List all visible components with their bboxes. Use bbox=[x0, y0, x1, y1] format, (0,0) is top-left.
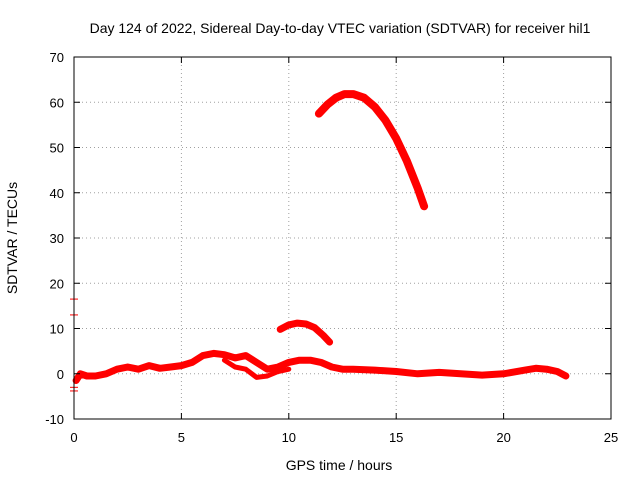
data-point bbox=[555, 369, 560, 374]
data-point bbox=[265, 367, 270, 372]
data-point bbox=[211, 351, 216, 356]
data-point bbox=[333, 95, 339, 100]
data-point bbox=[297, 358, 302, 363]
data-point bbox=[340, 367, 345, 372]
data-point bbox=[415, 371, 420, 376]
data-point bbox=[316, 111, 322, 116]
data-point bbox=[73, 378, 79, 383]
data-point bbox=[168, 364, 173, 370]
data-point bbox=[372, 104, 377, 110]
data-point bbox=[533, 366, 538, 371]
x-axis-title: GPS time / hours bbox=[286, 457, 393, 473]
data-point bbox=[243, 353, 248, 358]
data-point bbox=[275, 369, 281, 374]
y-tick-label: 60 bbox=[50, 95, 64, 110]
data-point bbox=[479, 372, 485, 378]
data-point bbox=[78, 371, 83, 376]
data-point bbox=[189, 360, 195, 365]
y-tick-label: 40 bbox=[50, 186, 64, 201]
y-tick-label: 70 bbox=[50, 50, 64, 65]
data-point bbox=[501, 371, 506, 376]
data-point bbox=[325, 102, 330, 107]
data-point bbox=[383, 118, 388, 123]
data-point bbox=[254, 360, 259, 365]
data-point bbox=[278, 327, 283, 332]
x-tick-label: 20 bbox=[496, 430, 510, 445]
y-tick-label: 20 bbox=[50, 276, 64, 291]
data-point bbox=[522, 367, 528, 373]
data-point bbox=[222, 358, 227, 363]
data-point bbox=[308, 358, 313, 363]
y-tick-label: -10 bbox=[45, 412, 64, 427]
data-point bbox=[303, 321, 309, 327]
data-point bbox=[563, 373, 569, 379]
data-point bbox=[415, 186, 420, 191]
data-point bbox=[286, 322, 291, 328]
grid bbox=[74, 57, 611, 419]
data-point bbox=[104, 371, 109, 376]
data-point bbox=[254, 375, 259, 380]
y-axis-title: SDTVAR / TECUs bbox=[4, 182, 20, 294]
series-low-band bbox=[72, 349, 570, 384]
data-point bbox=[458, 371, 463, 376]
data-point bbox=[295, 320, 300, 326]
data-point bbox=[351, 367, 356, 372]
data-point bbox=[351, 91, 356, 97]
data-point bbox=[125, 364, 130, 370]
data-point bbox=[361, 95, 367, 100]
data-point bbox=[114, 367, 120, 372]
data-point bbox=[318, 360, 324, 365]
y-tick-label: 50 bbox=[50, 141, 64, 156]
data-point bbox=[327, 339, 332, 345]
x-tick-label: 25 bbox=[604, 430, 618, 445]
y-tick-label: 30 bbox=[50, 231, 64, 246]
series-arc-12h bbox=[314, 90, 429, 211]
data-point bbox=[232, 355, 238, 361]
y-tick-label: 10 bbox=[50, 322, 64, 337]
data-point bbox=[321, 333, 326, 338]
data-point bbox=[312, 325, 317, 330]
data-point bbox=[147, 363, 152, 368]
data-point bbox=[544, 367, 549, 372]
data-point bbox=[136, 367, 141, 372]
y-tick-label: 0 bbox=[57, 367, 64, 382]
data-point bbox=[275, 364, 281, 370]
data-point bbox=[404, 158, 410, 164]
data-point bbox=[286, 367, 291, 372]
data-point bbox=[286, 360, 291, 365]
data-point bbox=[437, 370, 442, 375]
data-point bbox=[421, 204, 427, 209]
data-point bbox=[179, 363, 184, 368]
data-point bbox=[265, 373, 270, 379]
x-tick-label: 5 bbox=[178, 430, 185, 445]
chart-title: Day 124 of 2022, Sidereal Day-to-day VTE… bbox=[90, 20, 591, 36]
x-tick-label: 10 bbox=[282, 430, 296, 445]
data-point bbox=[372, 367, 377, 373]
data-point bbox=[342, 91, 347, 97]
data-point bbox=[84, 373, 90, 379]
data-point bbox=[200, 353, 206, 358]
x-tick-label: 0 bbox=[70, 430, 77, 445]
data-point bbox=[394, 369, 399, 374]
x-tick-label: 15 bbox=[389, 430, 403, 445]
data-point bbox=[222, 352, 227, 357]
data-point bbox=[243, 367, 248, 372]
data-point bbox=[93, 373, 98, 379]
data-point bbox=[329, 364, 334, 370]
data-layer bbox=[70, 90, 570, 394]
data-point bbox=[394, 136, 399, 141]
data-point bbox=[157, 366, 163, 371]
axis-ticks: 0 5 10 15 20 25 -10 0 10 20 30 40 50 60 70 bbox=[45, 50, 618, 445]
data-point bbox=[232, 364, 238, 370]
